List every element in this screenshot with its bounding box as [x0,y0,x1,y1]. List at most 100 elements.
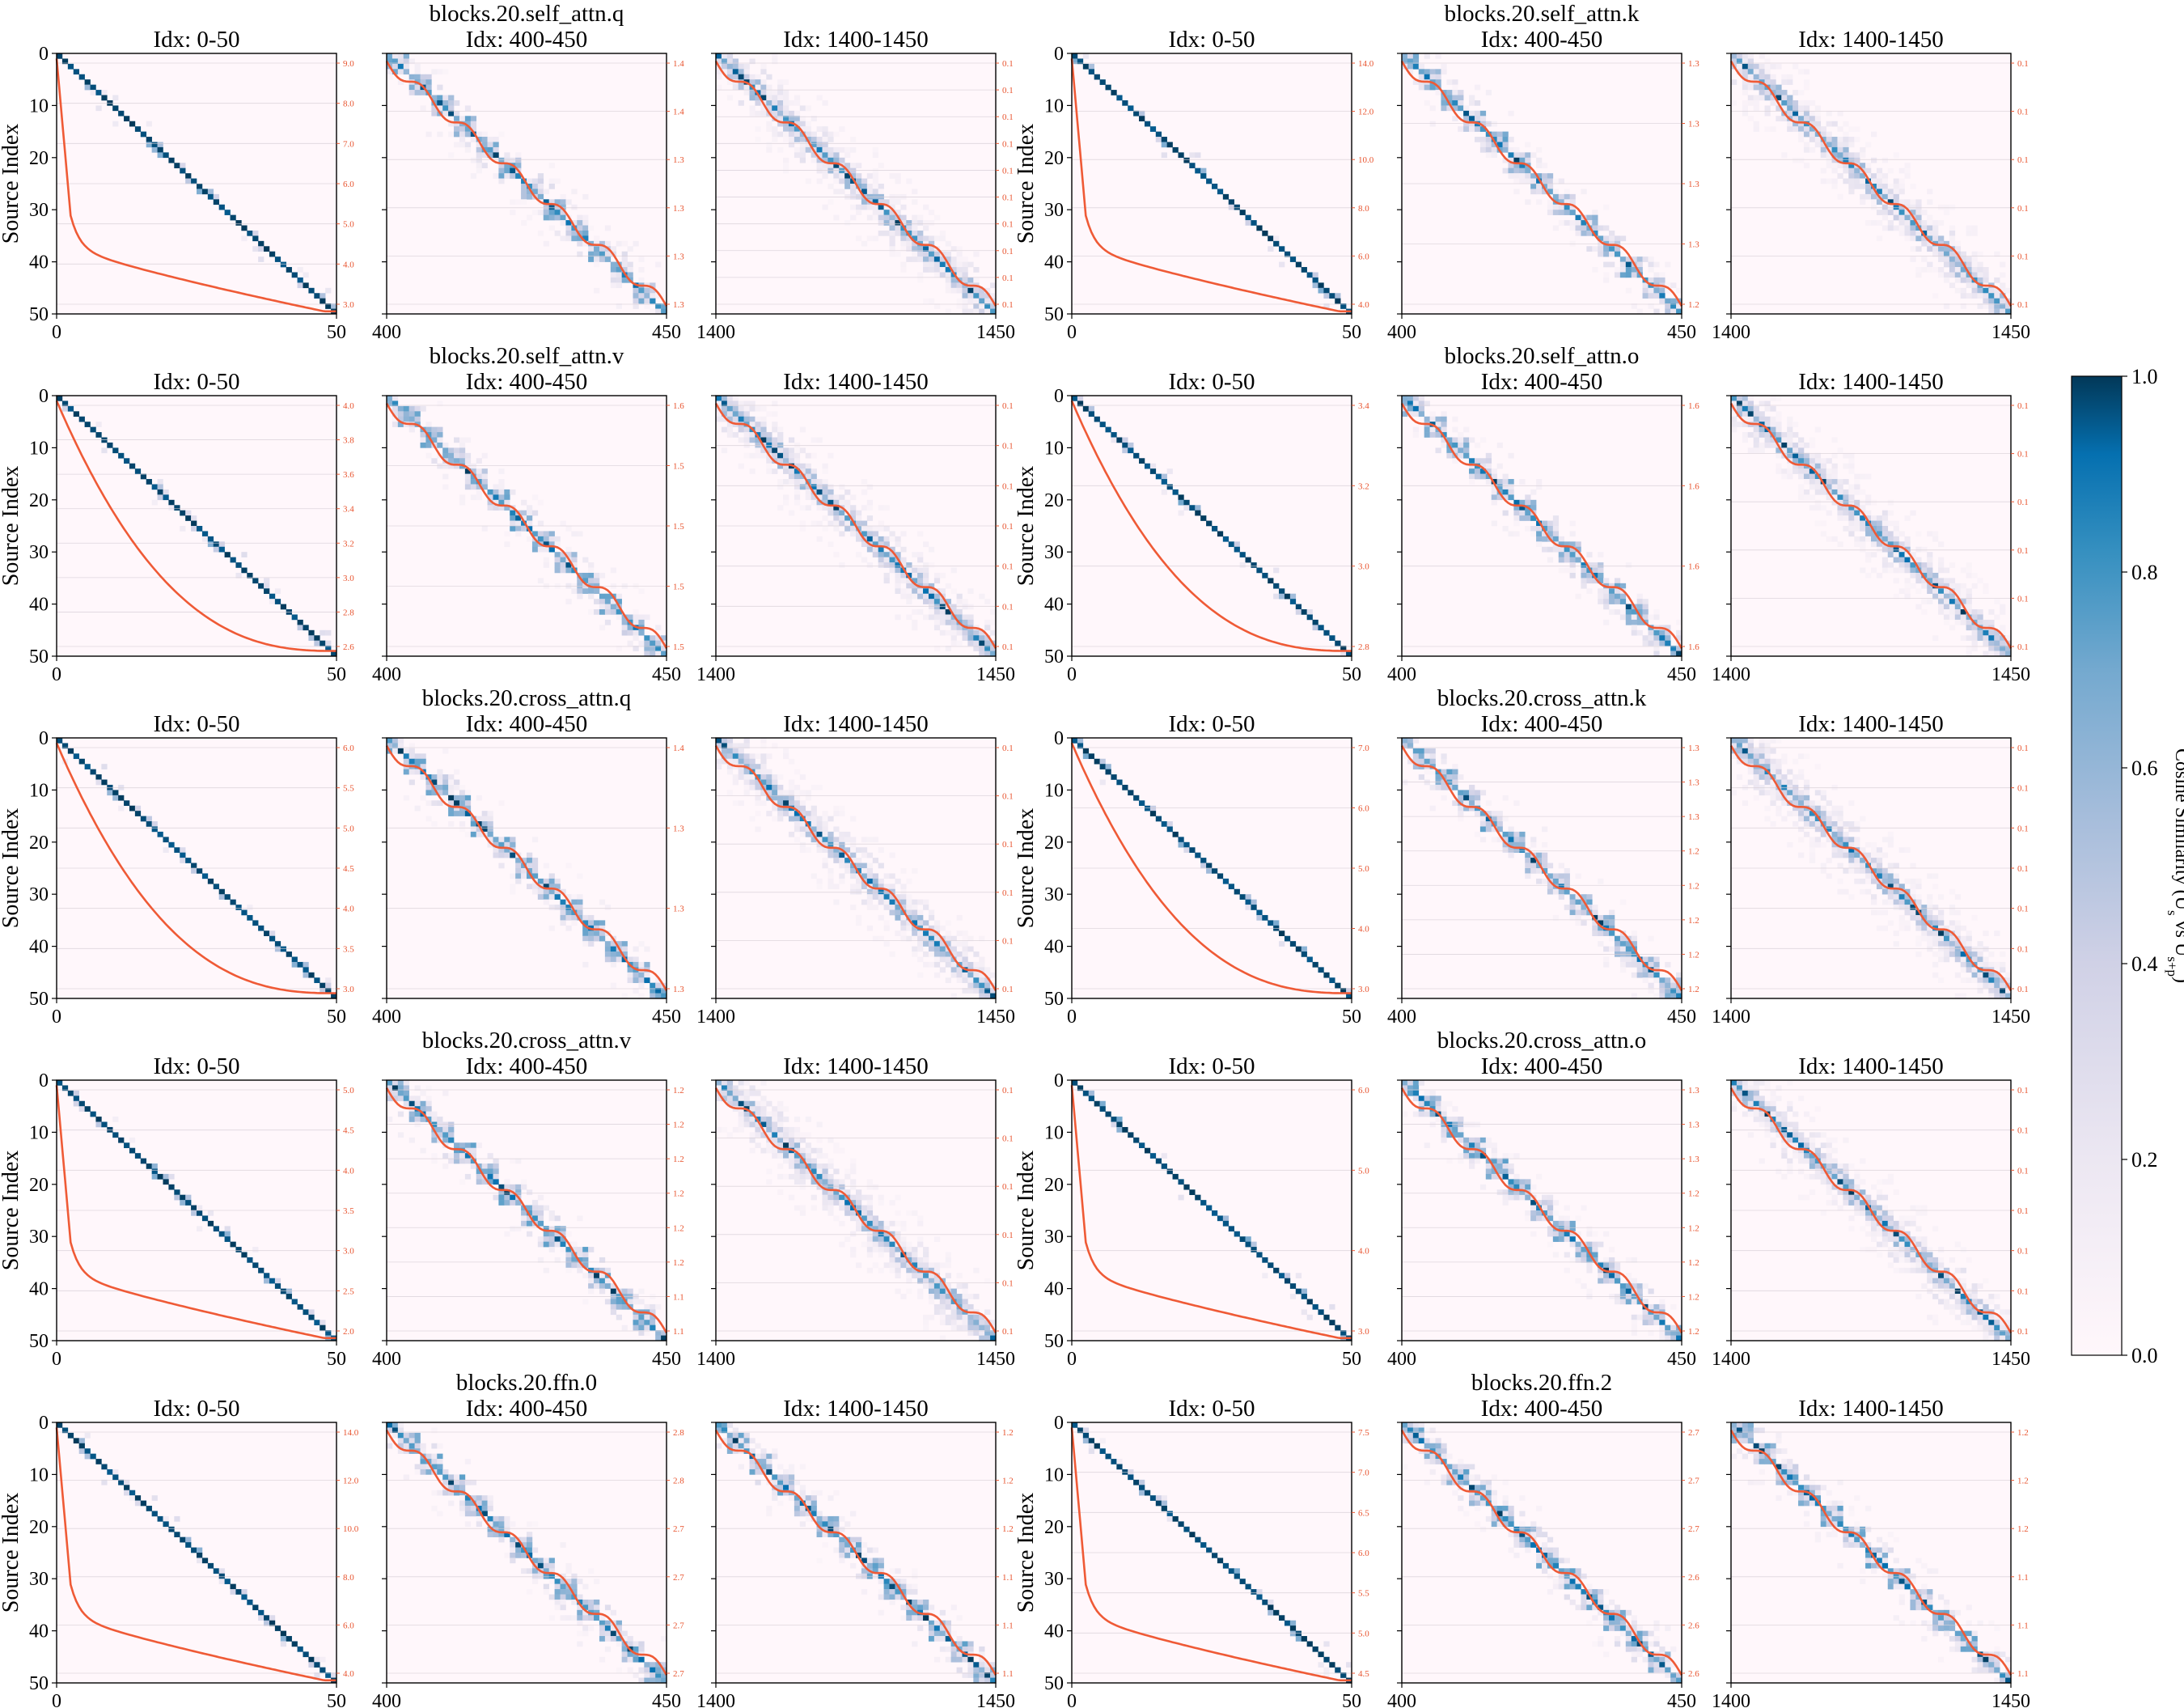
heatmap-cell [900,572,907,579]
heatmap-cell [1335,298,1341,304]
heatmap-cell [1441,422,1447,427]
heatmap-cell [548,884,555,890]
heatmap-cell [1893,193,1899,200]
heatmap-cell [967,935,974,942]
heatmap-cell [1927,578,1933,584]
heatmap-cell [191,868,197,874]
heatmap-cell [1161,152,1167,159]
heatmap-cell [1183,499,1190,506]
heatmap-cell [794,494,801,501]
heatmap-cell [1536,536,1543,542]
heatmap-cell [521,515,527,521]
heatmap-cell [1798,69,1805,75]
heatmap-cell [850,505,857,511]
heatmap-cell [157,479,163,485]
heatmap-cell [1927,246,1933,252]
heatmap-cell [1502,494,1509,501]
x-tick-label: 50 [1342,322,1361,343]
heatmap-cell [1843,137,1849,142]
heatmap-cell [788,452,795,459]
heatmap-cell [565,925,572,931]
y-tick-label: 0 [39,386,49,407]
heatmap-cell [459,126,466,132]
heatmap-cell [504,167,510,174]
heatmap-cell [755,826,761,833]
heatmap-cell [78,74,85,80]
right-tick-label: 2.8 [343,608,354,617]
heatmap-cell [984,298,991,304]
heatmap-cell [1915,588,1922,595]
x-tick-label: 50 [1342,664,1361,685]
heatmap-cell [950,935,957,942]
heatmap-cell [956,941,963,947]
heatmap-cell [1787,447,1793,454]
heatmap-cell [594,235,600,242]
heatmap-cell [1262,230,1268,236]
heatmap-cell [906,925,912,931]
heatmap-cell [224,552,231,557]
heatmap-cell [1603,246,1610,252]
heatmap-cell [889,909,895,916]
heatmap-cell [1077,738,1084,744]
heatmap-cell [917,930,924,937]
heatmap-cell [112,795,119,801]
heatmap-cell [1245,214,1251,221]
heatmap-cell [1485,811,1492,816]
heatmap-cell [1195,152,1201,159]
y-tick-label: 10 [29,780,49,801]
heatmap-cell [928,562,935,568]
heatmap-cell [799,484,806,490]
heatmap-cell [531,178,539,184]
heatmap-cell [878,862,884,869]
heatmap-cell [594,609,600,615]
heatmap-cell [515,531,522,537]
heatmap-cell [1843,494,1849,501]
heatmap-cell [308,629,315,636]
heatmap-cell [661,988,667,994]
heatmap-cell [1412,748,1420,754]
heatmap-cell [772,468,778,474]
heatmap-cell [1848,505,1855,511]
heatmap-cell [967,308,974,315]
heatmap-cell [531,510,539,516]
heatmap-cell [1525,868,1531,874]
heatmap-cell [661,651,667,657]
heatmap-cell [1837,152,1843,159]
panel-title: Idx: 0-50 [153,711,239,737]
heatmap-cell [783,167,789,174]
heatmap-cell [1988,646,1995,651]
heatmap-cell [437,131,443,138]
heatmap-cell [599,593,606,600]
heatmap-cell [1787,100,1793,106]
heatmap-cell [1966,567,1972,574]
heatmap-cell [1954,261,1962,268]
heatmap-cell [577,240,583,247]
heatmap-cell [923,920,929,926]
heatmap-cell [1513,163,1520,168]
heatmap-cell [1731,396,1737,401]
heatmap-cell [1513,831,1520,837]
heatmap-cell [594,578,600,584]
heatmap-cell [1609,593,1615,600]
heatmap-cell [1508,489,1514,495]
heatmap-cell [1581,225,1587,231]
heatmap-cell [1598,246,1604,252]
heatmap-cell [1133,452,1140,459]
heatmap-cell [1614,235,1621,242]
heatmap-cell [1429,769,1436,775]
heatmap-cell [766,411,772,417]
heatmap-cell [1412,426,1420,433]
heatmap-cell [973,277,980,283]
heatmap-cell [833,146,840,153]
heatmap-cell [1295,604,1302,610]
heatmap-cell [850,837,857,843]
heatmap-cell [1508,163,1514,168]
heatmap-cell [1502,167,1509,174]
heatmap-cell [1569,899,1576,905]
heatmap-cell [928,251,935,257]
heatmap-cell [1575,593,1581,600]
heatmap-cell [1921,225,1928,231]
heatmap-cell [1552,225,1560,231]
heatmap-cell [470,157,477,163]
heatmap-cell [749,779,756,786]
